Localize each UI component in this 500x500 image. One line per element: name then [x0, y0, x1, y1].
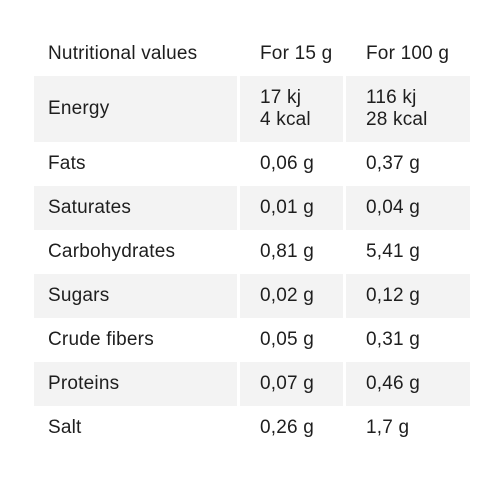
nutrition-table: Nutritional values For 15 g For 100 g En… [34, 32, 470, 450]
value-line: 5,41 g [366, 241, 421, 262]
value-per-100g: 116 kj 28 kcal [346, 76, 470, 142]
header-nutritional-values: Nutritional values [48, 43, 198, 64]
value-line: 28 kcal [366, 109, 428, 130]
table-header-row: Nutritional values For 15 g For 100 g [34, 32, 467, 76]
value-per-100g: 0,31 g [346, 318, 470, 362]
value-per-100g: 0,37 g [346, 142, 470, 186]
value-line: 0,46 g [366, 373, 421, 394]
value-per-100g: 0,46 g [346, 362, 470, 406]
table-row: Proteins 0,07 g 0,46 g [34, 362, 470, 406]
value-per-100g: 1,7 g [346, 406, 470, 450]
nutrient-name: Carbohydrates [48, 241, 176, 262]
value-per-15g: 0,05 g [240, 318, 343, 362]
value-per-15g: 0,26 g [240, 406, 343, 450]
table-row: Salt 0,26 g 1,7 g [34, 406, 467, 450]
value-line: 0,05 g [260, 329, 315, 350]
nutrient-name: Sugars [34, 274, 237, 318]
nutrient-name: Energy [34, 76, 237, 142]
header-for-15g: For 15 g [260, 43, 333, 64]
table-row: Fats 0,06 g 0,37 g [34, 142, 467, 186]
value-per-15g: 17 kj 4 kcal [240, 76, 343, 142]
nutrient-name: Crude fibers [48, 329, 154, 350]
value-line: 0,12 g [366, 285, 421, 306]
nutrient-name: Saturates [34, 186, 237, 230]
value-line: 0,81 g [260, 241, 315, 262]
table-row: Crude fibers 0,05 g 0,31 g [34, 318, 467, 362]
table-row: Carbohydrates 0,81 g 5,41 g [34, 230, 467, 274]
nutrient-name: Fats [48, 153, 86, 174]
value-line: 116 kj [366, 87, 417, 108]
value-line: 1,7 g [366, 417, 410, 438]
table-row: Energy 17 kj 4 kcal 116 kj 28 kcal [34, 76, 470, 142]
value-per-15g: 0,07 g [240, 362, 343, 406]
value-per-100g: 0,04 g [346, 186, 470, 230]
value-line: 0,26 g [260, 417, 315, 438]
nutrient-name: Salt [48, 417, 82, 438]
value-per-15g: 0,06 g [240, 142, 343, 186]
value-line: 0,02 g [260, 285, 315, 306]
value-line: 0,06 g [260, 153, 315, 174]
value-line: 0,07 g [260, 373, 315, 394]
nutrient-name: Proteins [34, 362, 237, 406]
table-row: Sugars 0,02 g 0,12 g [34, 274, 470, 318]
value-line: 0,37 g [366, 153, 421, 174]
value-line: 0,31 g [366, 329, 421, 350]
value-line: 0,01 g [260, 197, 315, 218]
value-line: 17 kj [260, 87, 302, 108]
value-line: 4 kcal [260, 109, 311, 130]
value-per-15g: 0,02 g [240, 274, 343, 318]
value-per-100g: 5,41 g [346, 230, 470, 274]
value-per-15g: 0,81 g [240, 230, 343, 274]
value-per-15g: 0,01 g [240, 186, 343, 230]
value-per-100g: 0,12 g [346, 274, 470, 318]
header-for-100g: For 100 g [366, 43, 450, 64]
table-body: Energy 17 kj 4 kcal 116 kj 28 kcal Fats 0,06 g… [34, 76, 470, 450]
table-row: Saturates 0,01 g 0,04 g [34, 186, 470, 230]
value-line: 0,04 g [366, 197, 421, 218]
